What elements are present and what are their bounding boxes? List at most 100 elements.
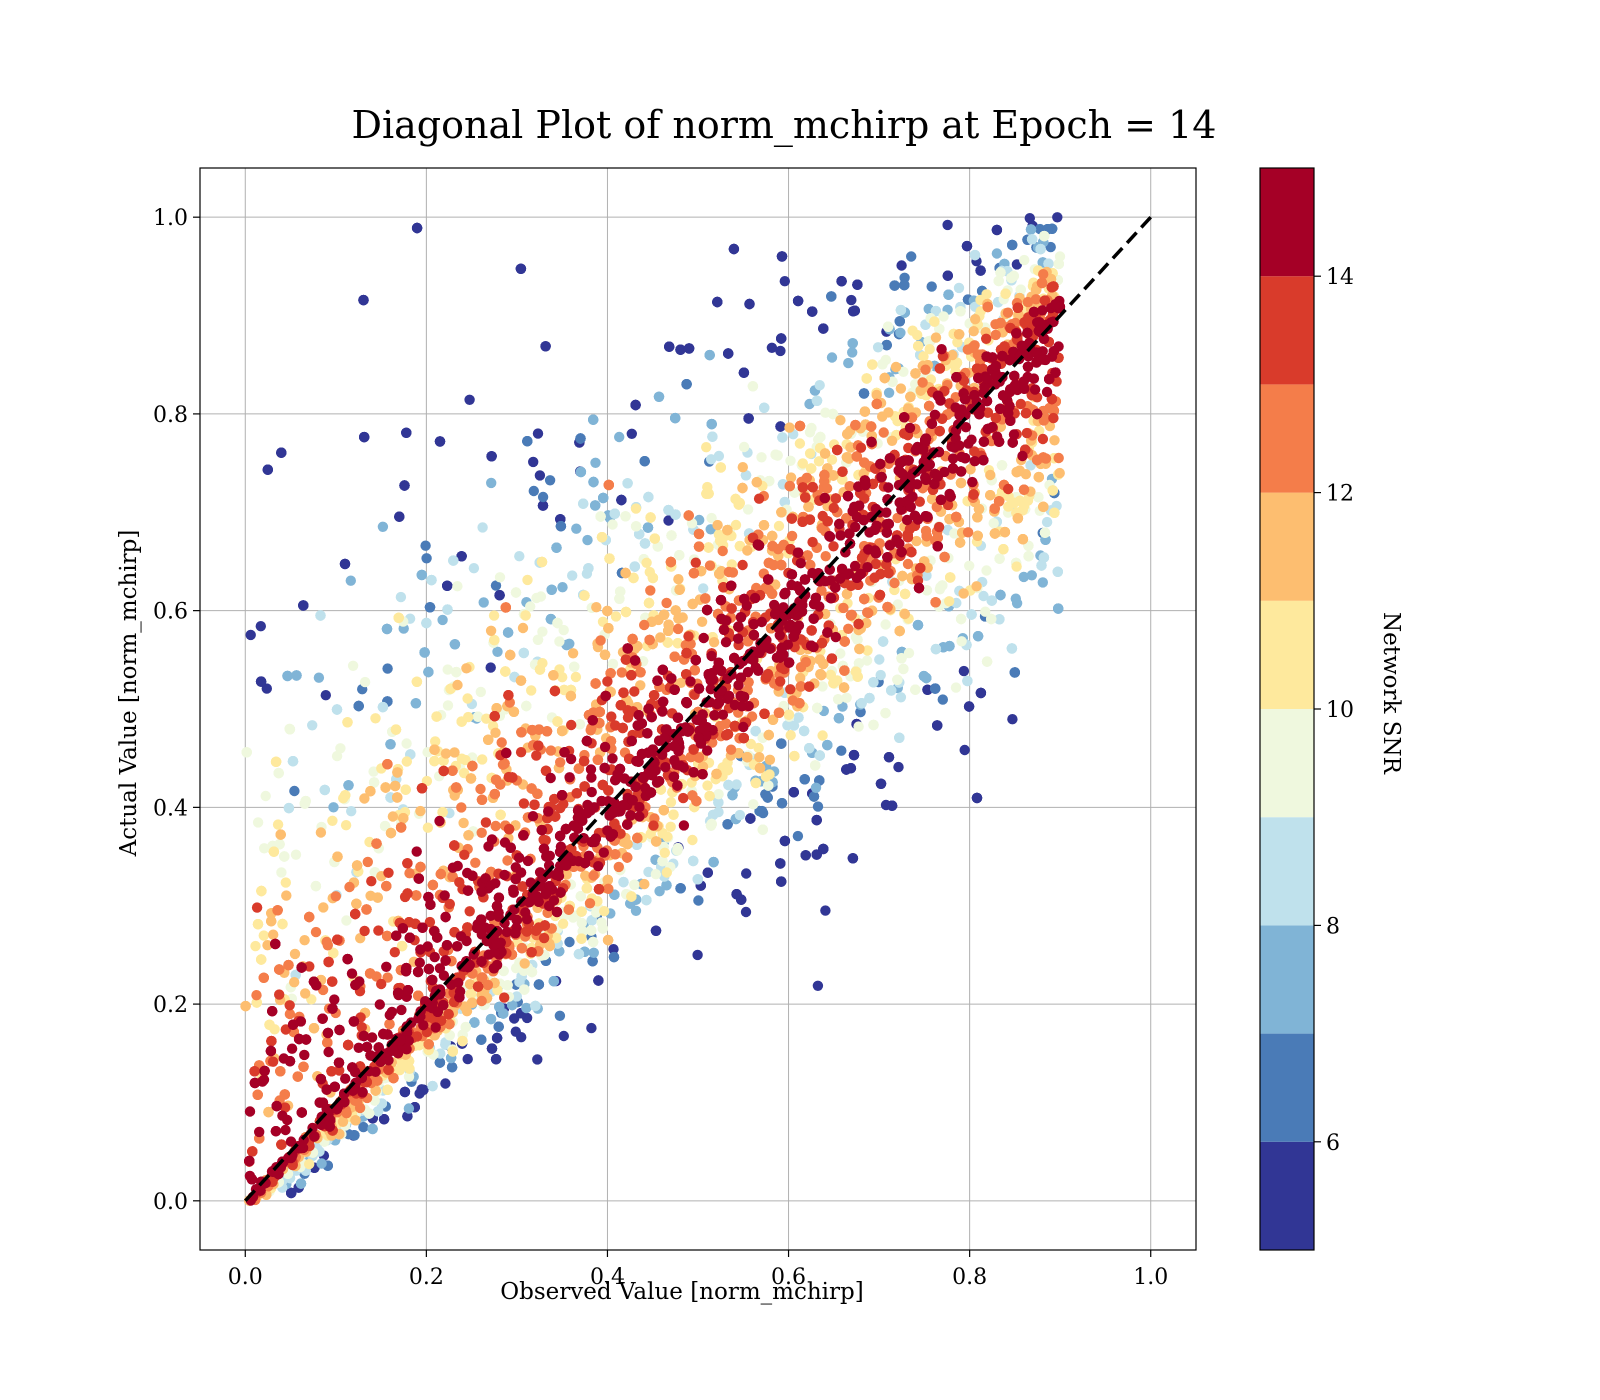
scatter-point (738, 367, 750, 378)
scatter-point (693, 541, 705, 552)
scatter-point (452, 581, 463, 592)
scatter-point (894, 625, 905, 637)
scatter-point (602, 934, 614, 946)
scatter-point (252, 817, 264, 828)
scatter-point (886, 800, 898, 811)
scatter-point (754, 752, 765, 763)
scatter-point (882, 321, 894, 332)
scatter-point (910, 368, 921, 379)
scatter-point (558, 624, 569, 636)
scatter-point (980, 606, 991, 617)
scatter-point (385, 827, 397, 839)
scatter-point (345, 575, 356, 586)
scatter-point (706, 818, 717, 830)
scatter-point (953, 329, 965, 340)
scatter-point (596, 532, 608, 543)
scatter-point (464, 394, 475, 405)
scatter-point (440, 1078, 451, 1089)
scatter-point (401, 756, 412, 767)
scatter-point (576, 906, 587, 917)
scatter-point (534, 470, 546, 481)
scatter-point (415, 805, 426, 817)
scatter-point (494, 572, 506, 583)
scatter-point (510, 1026, 521, 1037)
scatter-point (923, 400, 935, 412)
scatter-point (930, 305, 942, 317)
scatter-point (877, 359, 888, 370)
scatter-point (788, 787, 799, 798)
scatter-point (603, 623, 614, 634)
scatter-point (519, 984, 530, 995)
scatter-point (448, 555, 459, 566)
scatter-point (833, 713, 845, 724)
scatter-point (392, 767, 403, 778)
scatter-point (644, 566, 655, 578)
scatter-point (938, 311, 949, 322)
scatter-point (954, 537, 966, 548)
scatter-point (331, 750, 343, 762)
scatter-point (511, 991, 522, 1002)
scatter-point (565, 690, 577, 702)
scatter-point (532, 1054, 543, 1065)
scatter-point (810, 760, 821, 771)
scatter-point (528, 456, 539, 468)
scatter-point (1012, 513, 1024, 524)
scatter-point (910, 684, 921, 695)
scatter-point (287, 756, 299, 767)
scatter-point (634, 528, 645, 540)
scatter-point (751, 477, 762, 488)
scatter-point (485, 625, 497, 636)
scatter-point (346, 806, 357, 817)
scatter-point (270, 756, 282, 767)
scatter-point (490, 1054, 502, 1065)
scatter-point (599, 906, 610, 917)
scatter-point (792, 295, 804, 307)
scatter-point (279, 851, 290, 862)
scatter-point (779, 276, 790, 287)
scatter-point (411, 222, 423, 234)
scatter-point (986, 595, 997, 606)
scatter-point (972, 530, 983, 541)
scatter-point (429, 755, 440, 767)
scatter-point (792, 830, 804, 842)
scatter-point (614, 431, 625, 443)
scatter-point (692, 949, 703, 961)
scatter-point (490, 727, 501, 738)
scatter-point (985, 490, 996, 501)
scatter-point (962, 527, 974, 538)
scatter-point (460, 1021, 471, 1033)
scatter-point (762, 792, 773, 803)
scatter-point (807, 306, 818, 317)
scatter-point (378, 1114, 390, 1125)
scatter-point (737, 482, 748, 494)
scatter-point (645, 512, 656, 523)
scatter-point (519, 958, 530, 969)
scatter-point (584, 898, 596, 909)
scatter-point (785, 455, 796, 466)
scatter-point (913, 340, 924, 352)
scatter-point (620, 606, 632, 618)
scatter-point (836, 276, 847, 287)
scatter-point (520, 610, 531, 621)
scatter-point (525, 601, 536, 612)
scatter-point (629, 561, 640, 572)
scatter-point (358, 1121, 369, 1133)
scatter-point (620, 511, 631, 522)
scatter-point (422, 822, 434, 833)
scatter-point (609, 508, 620, 519)
scatter-point (714, 568, 725, 580)
scatter-point (510, 587, 522, 598)
scatter-point (867, 359, 878, 370)
scatter-point (895, 383, 907, 394)
scatter-point (759, 402, 770, 413)
scatter-point (1003, 501, 1014, 512)
scatter-point (398, 813, 409, 824)
scatter-point (775, 858, 786, 869)
scatter-point (353, 700, 364, 712)
scatter-point (701, 442, 712, 453)
scatter-point (1000, 288, 1011, 299)
scatter-point (847, 853, 859, 864)
scatter-point (240, 1000, 251, 1012)
scatter-point (763, 729, 774, 741)
scatter-point (416, 569, 427, 581)
